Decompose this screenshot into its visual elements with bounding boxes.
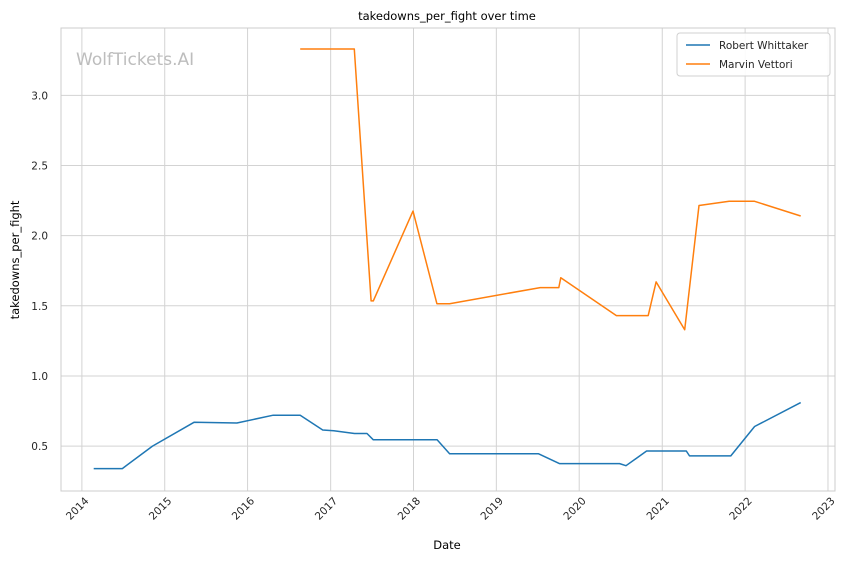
legend-label-robert-whittaker: Robert Whittaker: [719, 40, 809, 52]
y-tick-label: 1.0: [31, 371, 48, 383]
data-point-marvin-vettori: [560, 277, 562, 279]
data-point-marvin-vettori: [412, 210, 414, 212]
data-point-marvin-vettori: [372, 300, 374, 302]
data-point-marvin-vettori: [539, 286, 541, 288]
legend: Robert Whittaker Marvin Vettori: [676, 32, 831, 77]
grid-lines: [61, 28, 835, 491]
data-point-robert-whittaker: [730, 455, 732, 457]
data-point-robert-whittaker: [685, 450, 687, 452]
plot-frame: [60, 27, 836, 492]
series-line-marvin-vettori: [300, 48, 801, 331]
data-point-robert-whittaker: [193, 421, 195, 423]
data-point-marvin-vettori: [684, 329, 686, 331]
series-layer: [93, 48, 802, 470]
chart-title: takedowns_per_fight over time: [358, 9, 536, 23]
y-axis-ticks: 0.5 1.0 1.5 2.0 2.5 3.0: [31, 90, 48, 453]
data-point-robert-whittaker: [625, 465, 627, 467]
y-tick-label: 2.0: [31, 231, 48, 243]
data-point-robert-whittaker: [299, 414, 301, 416]
x-axis-label: Date: [433, 538, 461, 552]
data-point-marvin-vettori: [353, 48, 355, 50]
data-point-robert-whittaker: [753, 425, 755, 427]
data-point-marvin-vettori: [448, 303, 450, 305]
y-tick-label: 2.5: [31, 160, 48, 172]
data-point-marvin-vettori: [370, 300, 372, 302]
data-point-marvin-vettori: [698, 204, 700, 206]
data-point-robert-whittaker: [537, 453, 539, 455]
data-point-marvin-vettori: [647, 314, 649, 316]
data-point-robert-whittaker: [448, 453, 450, 455]
data-point-marvin-vettori: [558, 286, 560, 288]
data-point-robert-whittaker: [322, 429, 324, 431]
data-point-marvin-vettori: [299, 48, 301, 50]
data-point-robert-whittaker: [645, 450, 647, 452]
data-point-robert-whittaker: [121, 467, 123, 469]
y-axis-label: takedowns_per_fight: [8, 200, 22, 319]
data-point-marvin-vettori: [436, 303, 438, 305]
data-point-robert-whittaker: [800, 401, 802, 403]
data-point-robert-whittaker: [558, 462, 560, 464]
data-point-robert-whittaker: [436, 439, 438, 441]
data-point-robert-whittaker: [151, 445, 153, 447]
data-point-robert-whittaker: [93, 467, 95, 469]
watermark: WolfTickets.AI: [76, 50, 194, 70]
series-marvin-vettori: [299, 48, 802, 331]
data-point-robert-whittaker: [618, 462, 620, 464]
data-point-marvin-vettori: [615, 314, 617, 316]
data-point-robert-whittaker: [372, 439, 374, 441]
series-line-robert-whittaker: [93, 401, 802, 470]
data-point-marvin-vettori: [753, 200, 755, 202]
legend-box: [676, 32, 831, 77]
data-point-robert-whittaker: [353, 432, 355, 434]
data-point-marvin-vettori: [800, 215, 802, 217]
data-point-robert-whittaker: [236, 422, 238, 424]
legend-label-marvin-vettori: Marvin Vettori: [719, 59, 793, 71]
data-point-marvin-vettori: [728, 200, 730, 202]
y-tick-label: 0.5: [31, 441, 48, 453]
data-point-robert-whittaker: [366, 432, 368, 434]
data-point-robert-whittaker: [272, 414, 274, 416]
y-tick-label: 3.0: [31, 90, 48, 102]
data-point-robert-whittaker: [688, 455, 690, 457]
data-point-robert-whittaker: [333, 430, 335, 432]
data-point-marvin-vettori: [655, 281, 657, 283]
series-robert-whittaker: [93, 401, 802, 470]
y-tick-label: 1.5: [31, 301, 48, 313]
